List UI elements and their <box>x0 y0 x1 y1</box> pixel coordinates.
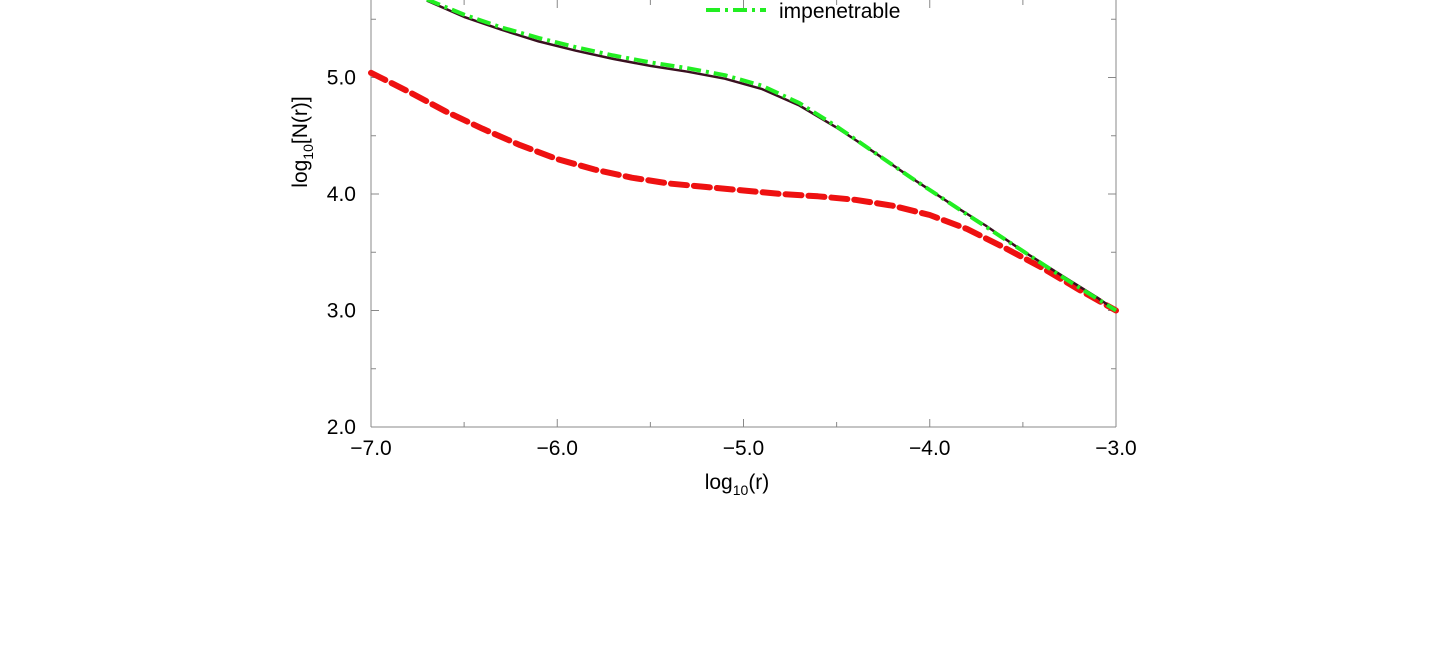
series-layer <box>368 0 1119 314</box>
axis-labels: log10(r) log10[N(r)] <box>289 96 769 498</box>
series-line-dashdot <box>426 0 1118 313</box>
axes: −7.0 −6.0 −5.0 −4.0 −3.0 2.0 3.0 4.0 5.0 <box>327 0 1137 460</box>
x-tick-label: −3.0 <box>1095 437 1136 460</box>
y-axis-label: log10[N(r)] <box>289 96 316 187</box>
series-line-dashed <box>368 69 1119 314</box>
y-tick-label: 3.0 <box>327 300 356 323</box>
x-tick-label: −6.0 <box>537 437 578 460</box>
x-tick-label: −5.0 <box>723 437 764 460</box>
x-axis-label: log10(r) <box>705 471 770 498</box>
series-line-solid <box>426 0 1117 312</box>
y-tick-label: 2.0 <box>327 416 356 439</box>
x-tick-label: −7.0 <box>350 437 391 460</box>
y-tick-label: 4.0 <box>327 183 356 206</box>
y-tick-label: 5.0 <box>327 67 356 90</box>
legend: impenetrable <box>706 0 900 23</box>
x-tick-label: −4.0 <box>909 437 950 460</box>
legend-label-impenetrable: impenetrable <box>779 0 900 23</box>
